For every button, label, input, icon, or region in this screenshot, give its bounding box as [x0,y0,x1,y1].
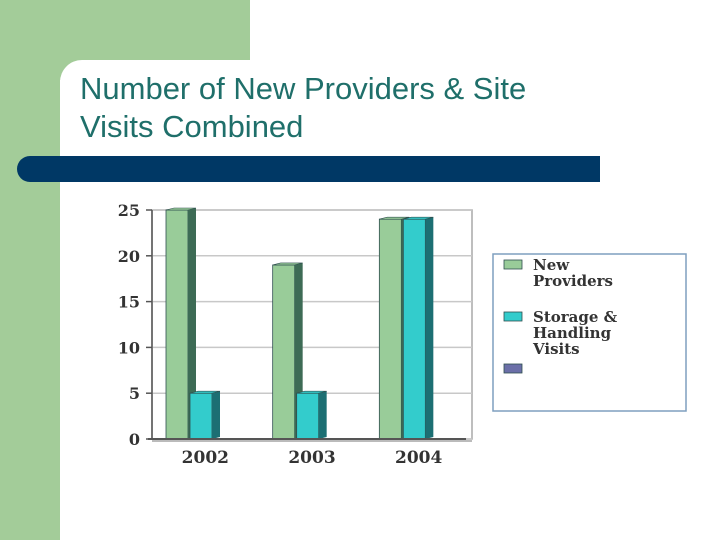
x-axis: 2002 2003 2004 [148,438,472,468]
y-tick-label: 20 [118,247,140,266]
legend-label: Providers [533,272,613,290]
bar-top [189,390,221,394]
bar-top [403,216,434,220]
bar-front [165,209,189,440]
y-tick-label: 5 [129,384,140,403]
bar [402,216,434,440]
bar-top [296,390,327,394]
bar-front [189,392,213,440]
bar [189,390,221,440]
x-tick-label: 2004 [395,448,442,468]
bar-side [425,217,434,439]
y-tick-label: 10 [118,338,140,357]
x-tick-label: 2003 [288,448,335,468]
left-accent-bar [0,0,60,540]
legend-swatch [503,311,523,322]
bar-front [272,264,296,440]
legend-label: Handling [533,324,612,342]
y-axis: 0 5 10 15 20 25 [118,201,153,449]
legend-label: New [533,256,570,274]
y-tick-label: 0 [129,430,140,449]
bar-top [379,216,410,220]
bar-side [212,391,220,439]
bar [296,390,327,440]
bar-front [296,392,320,440]
y-tick-label: 15 [118,293,140,312]
legend-label: Visits [532,340,580,358]
legend-swatch [503,363,523,374]
title-underline-bar [17,156,600,182]
bar-front [402,218,426,440]
bar-front [378,218,402,440]
bar-side [188,208,196,439]
legend-swatch [503,259,523,270]
y-tick-label: 25 [118,201,140,220]
legend-label: Storage & [533,308,618,326]
x-tick-label: 2002 [182,448,229,468]
bar [165,207,197,440]
bar-top [272,262,303,266]
bar-side [318,391,327,439]
bars [165,207,434,440]
bar-top [165,207,197,211]
legend-box [492,253,687,412]
slide-title: Number of New Providers & Site Visits Co… [80,71,527,144]
